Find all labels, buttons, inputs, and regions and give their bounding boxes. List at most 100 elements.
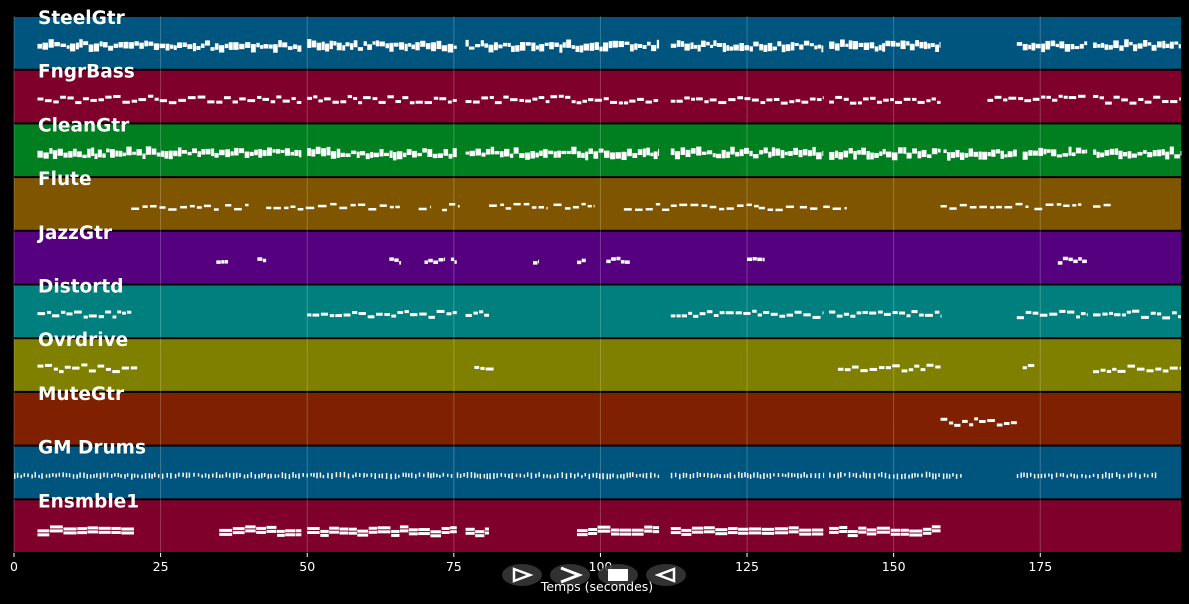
note: [1073, 259, 1078, 264]
stop-control[interactable]: [598, 564, 638, 586]
note: [544, 42, 549, 46]
note: [802, 149, 808, 156]
note: [691, 530, 704, 534]
note: [564, 207, 571, 210]
note: [927, 154, 932, 159]
note: [911, 310, 918, 314]
note: [786, 313, 793, 317]
note: [37, 97, 44, 101]
note: [1174, 154, 1180, 159]
note: [408, 528, 418, 532]
track-name: Ensmble1: [38, 491, 139, 512]
note: [847, 530, 858, 534]
note: [81, 363, 88, 367]
note: [793, 473, 796, 477]
note: [14, 473, 16, 479]
note: [83, 315, 88, 319]
note: [296, 100, 302, 104]
note: [447, 43, 454, 53]
note: [1013, 149, 1017, 157]
note: [1115, 148, 1119, 155]
note: [187, 96, 196, 100]
note: [1162, 100, 1169, 104]
note: [856, 311, 862, 315]
note: [996, 149, 1001, 154]
playback-controls[interactable]: [502, 564, 686, 586]
note: [798, 150, 803, 158]
note: [297, 45, 302, 52]
note: [723, 474, 726, 479]
note: [157, 474, 160, 478]
note: [566, 39, 572, 48]
note: [480, 366, 485, 370]
note: [715, 532, 728, 536]
note: [450, 474, 453, 478]
note: [327, 472, 329, 479]
note: [595, 472, 598, 479]
note: [882, 43, 886, 52]
note: [1143, 39, 1148, 47]
note: [549, 42, 554, 50]
note: [126, 473, 129, 477]
note: [1117, 369, 1126, 373]
note: [1113, 95, 1120, 99]
note: [384, 313, 390, 317]
note: [177, 147, 182, 157]
x-tick-label: 25: [153, 559, 169, 574]
back-control[interactable]: [646, 564, 686, 586]
note: [639, 473, 641, 477]
note: [319, 472, 322, 478]
note: [876, 530, 891, 534]
note: [83, 41, 89, 46]
note: [684, 43, 690, 51]
note: [316, 472, 318, 479]
note: [352, 311, 358, 315]
note: [342, 45, 346, 51]
note: [646, 41, 651, 46]
note: [924, 41, 927, 50]
note: [645, 472, 648, 479]
track-lane: [14, 124, 1181, 177]
note: [263, 44, 269, 49]
note: [789, 100, 795, 104]
note: [829, 472, 831, 478]
note: [829, 310, 836, 314]
note: [87, 148, 91, 158]
note: [281, 472, 284, 479]
note: [122, 152, 126, 157]
note: [795, 99, 801, 103]
note: [442, 208, 447, 212]
note: [1129, 101, 1137, 105]
note: [1151, 472, 1154, 478]
note: [313, 95, 318, 99]
note: [621, 151, 627, 161]
note: [931, 529, 941, 533]
note: [399, 261, 402, 265]
note: [266, 525, 277, 529]
note: [48, 39, 54, 48]
note: [408, 43, 412, 47]
note: [865, 473, 868, 479]
note: [833, 473, 835, 478]
prev-control[interactable]: [502, 564, 542, 586]
note: [658, 148, 660, 156]
note: [979, 419, 986, 423]
note: [1040, 473, 1043, 479]
note: [182, 42, 187, 48]
note: [37, 529, 50, 533]
note: [766, 98, 773, 102]
note: [575, 45, 580, 52]
note: [754, 204, 759, 208]
play-control[interactable]: [550, 564, 590, 586]
note: [166, 472, 168, 478]
note: [863, 42, 870, 51]
note: [41, 473, 43, 479]
note: [174, 474, 177, 479]
note: [912, 148, 917, 154]
note: [1162, 369, 1169, 373]
note: [383, 152, 389, 157]
x-tick-label: 50: [299, 559, 315, 574]
note: [132, 151, 137, 155]
note: [1146, 474, 1149, 478]
note: [855, 472, 858, 479]
